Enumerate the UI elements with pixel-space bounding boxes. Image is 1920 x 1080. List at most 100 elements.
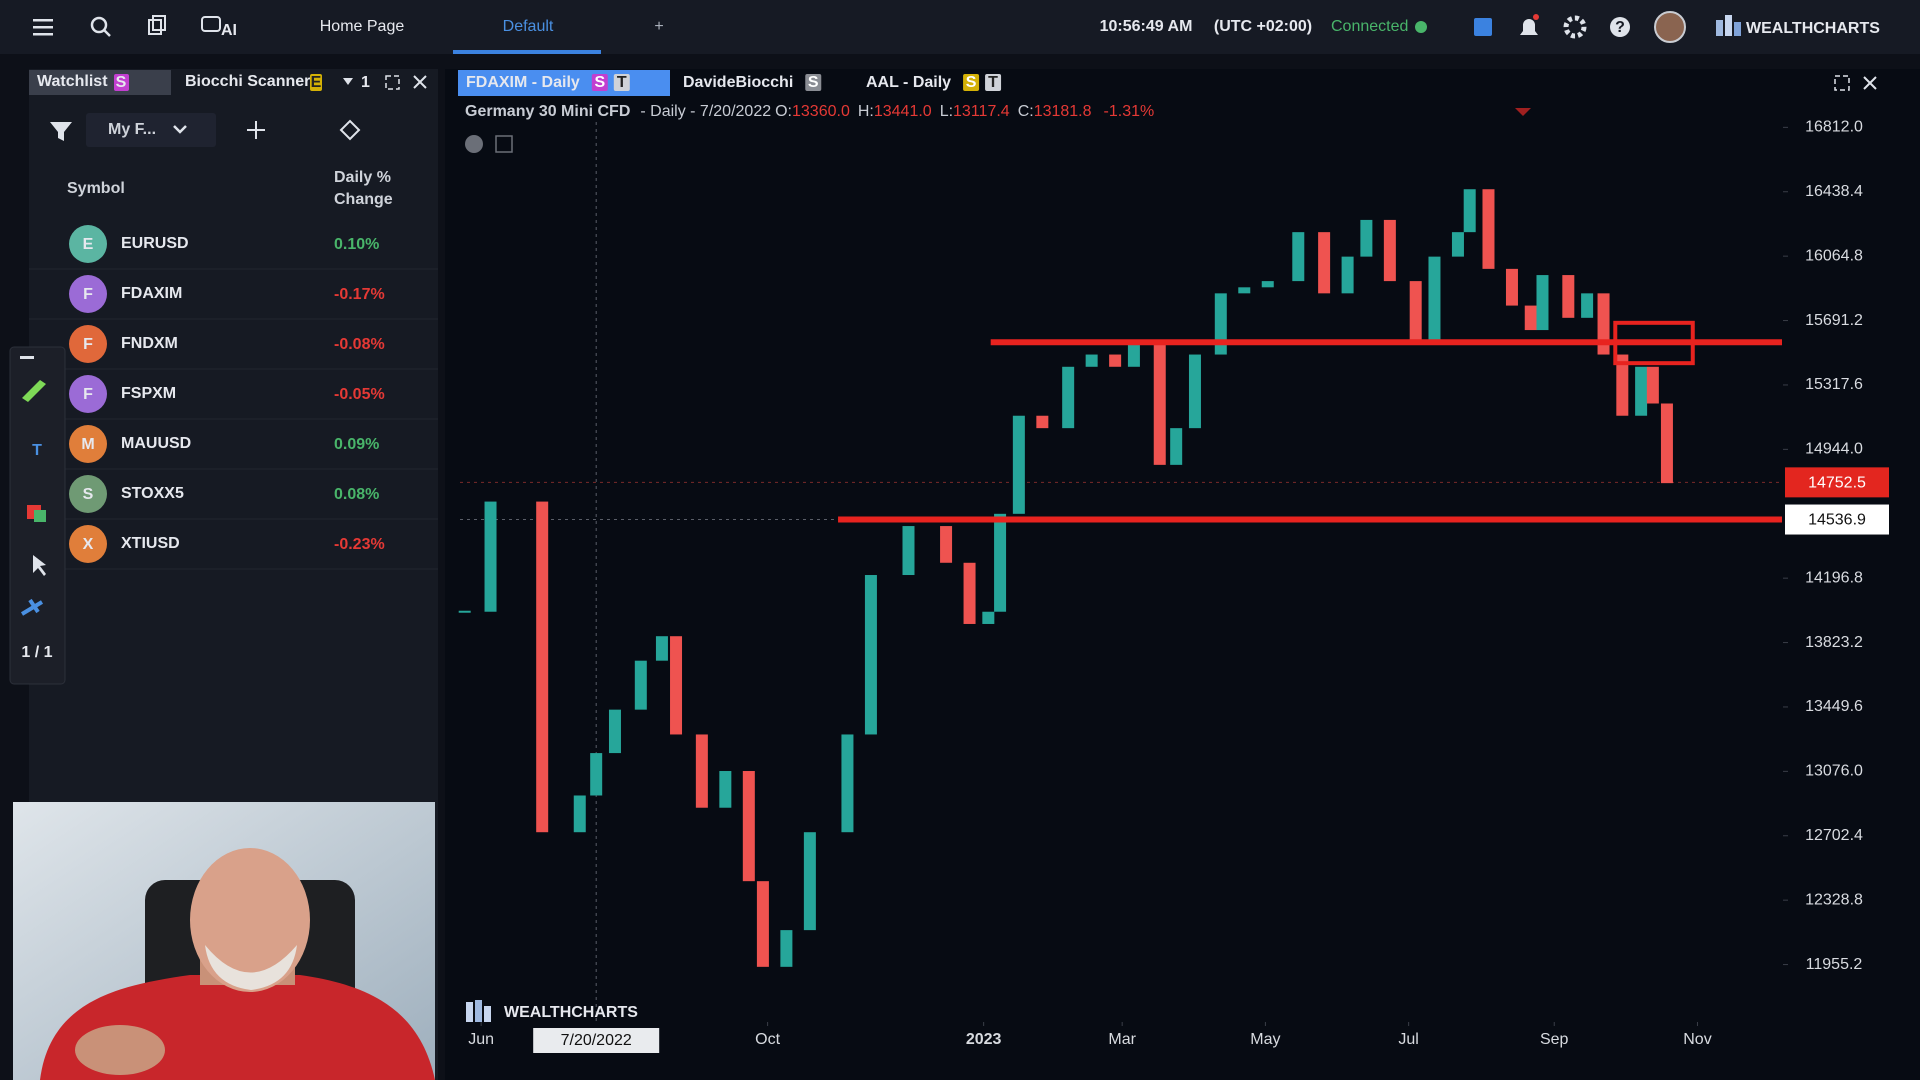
default-tab[interactable]: Default: [503, 18, 554, 35]
candle: [982, 611, 995, 624]
daily-change: 0.10%: [334, 236, 379, 253]
badge-label: S: [116, 74, 127, 91]
candle: [841, 734, 854, 833]
avatar-initial: X: [83, 536, 94, 553]
watermark-text: WEALTHCHARTS: [504, 1004, 638, 1021]
watchlist-row[interactable]: F FNDXM -0.08%: [29, 325, 438, 370]
line-tool[interactable]: [20, 598, 44, 616]
brand-logo: [1716, 15, 1741, 36]
symbol: EURUSD: [121, 235, 189, 252]
chart-tab[interactable]: FDAXIM - Daily: [466, 74, 580, 91]
chart-tab[interactable]: AAL - Daily: [866, 74, 951, 91]
candle: [803, 832, 816, 931]
chart-add[interactable]: [495, 135, 513, 153]
status-dot: [1415, 21, 1427, 33]
select-chevron: [173, 125, 187, 134]
x-tick-label: Mar: [1108, 1031, 1136, 1048]
y-tick-label: 15317.6: [1805, 376, 1863, 393]
chart-tabs: FDAXIM - Daily S T DavideBiocchi S AAL - Dail…: [466, 74, 1002, 91]
maximize-chart[interactable]: [1834, 75, 1850, 91]
timezone: (UTC +02:00): [1214, 18, 1312, 35]
badge: [310, 74, 322, 91]
maximize-icon[interactable]: [385, 75, 400, 90]
candle: [1536, 275, 1549, 331]
plot-area: 16812.0 16438.4 16064.8 15691.2 15317.6 14944…: [458, 119, 1889, 1053]
watchlist-row[interactable]: M MAUUSD 0.09%: [29, 425, 438, 470]
save-icon[interactable]: [1474, 18, 1492, 36]
candle: [719, 771, 732, 808]
watchlist-row[interactable]: X XTIUSD -0.23%: [29, 525, 438, 570]
watchlist-row[interactable]: E EURUSD 0.10%: [29, 225, 438, 270]
candle: [1188, 354, 1201, 429]
price-tag: [1785, 467, 1889, 498]
watchlist-tab[interactable]: Watchlist: [37, 73, 108, 90]
candle: [994, 513, 1007, 612]
candle: [1214, 293, 1227, 355]
close-chart[interactable]: [1863, 76, 1877, 90]
alerts-icon[interactable]: [1520, 19, 1538, 35]
settings-icon[interactable]: [1563, 15, 1587, 39]
text-tool[interactable]: T: [32, 442, 42, 459]
chart-legend: Germany 30 Mini CFD - Daily - 7/20/2022 O:…: [465, 103, 1154, 120]
badge-label: S: [594, 74, 605, 91]
scanner-tab[interactable]: Biocchi Scanner: [185, 73, 310, 90]
candle: [695, 734, 708, 808]
watchlist-row[interactable]: S STOXX5 0.08%: [29, 475, 438, 520]
brush-tool[interactable]: [22, 380, 46, 402]
symbol-avatar: [69, 275, 107, 313]
toolbar-minimize[interactable]: [20, 356, 34, 359]
clock: 10:56:49 AM: [1100, 18, 1193, 35]
symbol-avatar: [69, 525, 107, 563]
badge-label: T: [988, 74, 998, 91]
price-tag: [1785, 504, 1889, 535]
watchlist-rows: E EURUSD 0.10% F FDAXIM -0.17% F FNDXM -0.08% F FS…: [29, 225, 438, 570]
filter-icon[interactable]: [50, 122, 72, 141]
candle: [1409, 281, 1422, 343]
candle: [590, 753, 603, 796]
candle: [1581, 293, 1594, 318]
candle: [1012, 415, 1025, 514]
watchlist-row[interactable]: F FSPXM -0.05%: [29, 375, 438, 420]
top-bar: [0, 0, 1920, 54]
ai-button[interactable]: AI: [201, 16, 237, 39]
candle: [742, 771, 755, 882]
user-avatar[interactable]: [1654, 11, 1686, 43]
candle: [1318, 232, 1331, 294]
symbol-avatar: [69, 475, 107, 513]
watchlist-select[interactable]: [86, 113, 216, 147]
symbol-avatar: [69, 225, 107, 263]
candle: [1062, 366, 1075, 429]
daily-change: -0.17%: [334, 286, 385, 303]
open-label: O:: [775, 103, 792, 120]
symbol: FDAXIM: [121, 285, 182, 302]
x-tick-label: Jun: [468, 1031, 494, 1048]
candle: [1341, 256, 1354, 294]
menu-icon[interactable]: [33, 19, 53, 36]
x-tick-label: May: [1250, 1031, 1280, 1048]
candle: [902, 526, 915, 576]
home-tab[interactable]: Home Page: [320, 18, 405, 35]
search-icon[interactable]: [90, 16, 111, 37]
badge: [963, 74, 980, 91]
symbol: XTIUSD: [121, 535, 180, 552]
chart-settings[interactable]: [465, 135, 483, 153]
avatar-initial: E: [83, 236, 94, 253]
watchlist-row[interactable]: F FDAXIM -0.17%: [29, 275, 438, 320]
help-icon[interactable]: [1610, 17, 1630, 37]
eraser-icon[interactable]: [339, 119, 361, 141]
close-icon[interactable]: [413, 75, 427, 89]
tabs-dropdown[interactable]: [343, 78, 353, 85]
chart-tab[interactable]: DavideBiocchi: [683, 74, 793, 91]
y-tick-label: 14196.8: [1805, 569, 1863, 586]
avatar-initial: M: [81, 436, 94, 453]
add-tab[interactable]: +: [654, 18, 663, 35]
daily-change: 0.08%: [334, 486, 379, 503]
close-label: C:: [1018, 103, 1034, 120]
period: - Daily - 7/20/2022: [640, 103, 771, 120]
candle: [1238, 287, 1251, 294]
cursor-tool[interactable]: [33, 555, 46, 576]
candle: [780, 930, 793, 967]
layouts-icon[interactable]: [148, 15, 166, 35]
y-tick-label: 13449.6: [1805, 698, 1863, 715]
add-symbol[interactable]: [247, 121, 265, 139]
